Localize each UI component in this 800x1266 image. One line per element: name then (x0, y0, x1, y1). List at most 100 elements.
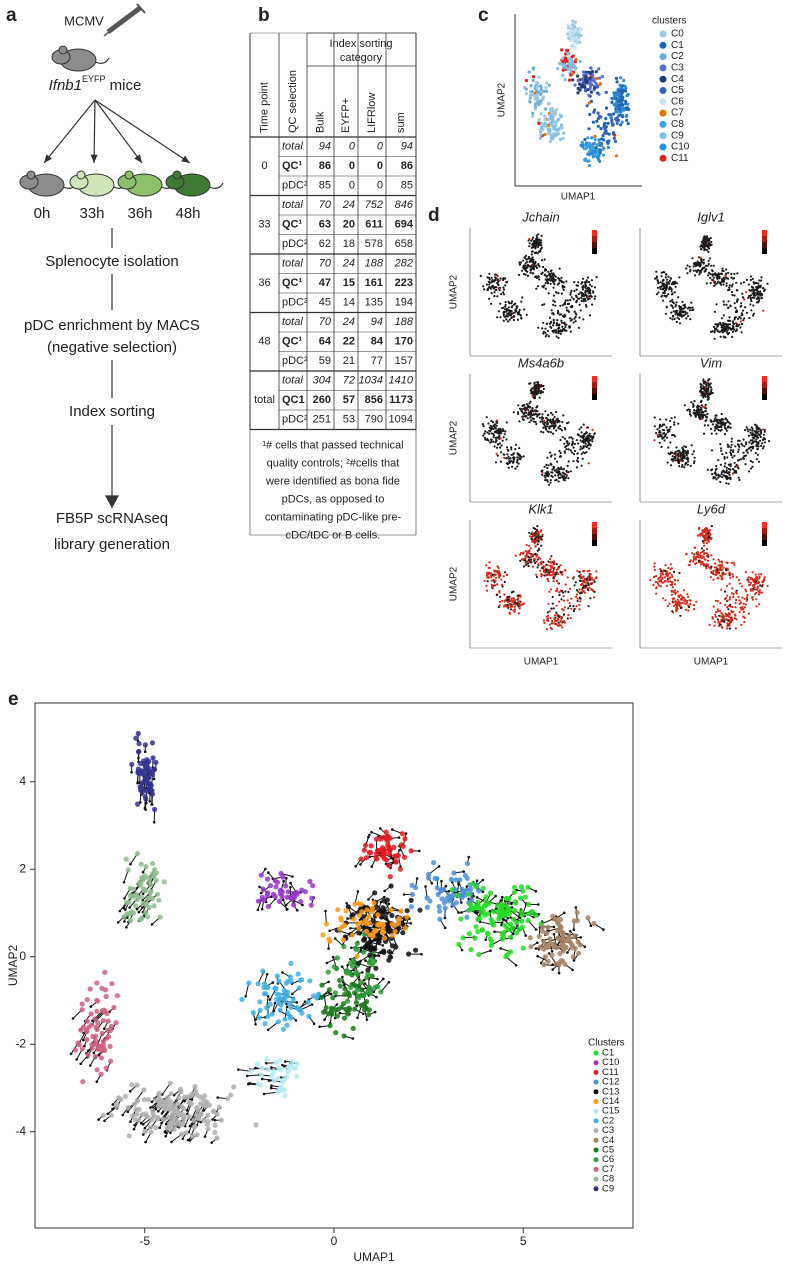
cell-dot (718, 564, 722, 567)
cell-dot (523, 256, 526, 259)
cell-dot (560, 126, 564, 130)
cell-dot (710, 243, 713, 246)
cell-dot (653, 568, 657, 572)
cell-dot (725, 429, 729, 432)
mouse-tail (94, 57, 110, 64)
cell-dot (502, 277, 506, 280)
cell-dot (710, 269, 714, 272)
cell-dot (537, 121, 541, 125)
legend-swatch (659, 132, 667, 140)
cell-dot (505, 310, 508, 313)
cell-dot (584, 157, 588, 161)
cell-dot (561, 286, 565, 289)
cell-dot (551, 413, 554, 416)
cell-dot (504, 316, 507, 319)
cell-dot (534, 388, 537, 391)
cell-dot (494, 431, 497, 434)
cell-dot (672, 281, 675, 284)
mouse-ear (76, 170, 86, 180)
cell-dot (760, 573, 763, 576)
cell-dot (498, 434, 501, 437)
cell-dot (559, 438, 562, 442)
cell-dot (728, 613, 732, 616)
cell-dot (767, 440, 771, 443)
cell-dot (516, 453, 520, 456)
cell-dot (556, 67, 560, 71)
cell-dot (571, 451, 574, 454)
axis-label: UMAP2 (497, 82, 508, 117)
cell-dot (746, 451, 749, 454)
cell-dot (490, 583, 493, 587)
cell-dot (578, 303, 581, 306)
cell-dot (703, 424, 706, 427)
cell-dot (741, 309, 745, 312)
arrow-tip (188, 1124, 192, 1128)
cell-dot (490, 579, 493, 582)
cell-dot (735, 300, 739, 303)
cell-dot (537, 275, 540, 278)
cell-dot (482, 434, 485, 437)
cell-dot (733, 302, 736, 305)
cell-dot (596, 116, 601, 121)
cell-dot (564, 326, 567, 329)
cell-dot (505, 604, 508, 607)
cell-dot (728, 621, 732, 624)
cell-dot (510, 312, 513, 315)
cell-dot (577, 281, 580, 284)
cell-dot (537, 539, 540, 543)
cell-dot (567, 607, 570, 610)
cell-dot (569, 317, 572, 320)
cell-dot (713, 620, 716, 624)
table-cell: 86 (401, 160, 413, 172)
table-cell: 85 (401, 180, 413, 192)
cell-dot (707, 259, 710, 262)
cell-dot (549, 617, 552, 620)
arrow-tip (102, 1027, 106, 1030)
cell-dot (488, 283, 491, 286)
cell-dot (744, 441, 748, 444)
cell-dot (571, 43, 575, 47)
arrow-tip (118, 909, 122, 913)
cell-dot (697, 559, 700, 563)
cell-dot (557, 480, 560, 483)
cell-dot (591, 144, 595, 148)
cell-dot (488, 272, 491, 275)
row-label: total (282, 141, 303, 153)
cell-dot (485, 416, 488, 419)
cell-dot (757, 573, 760, 576)
cell-dot (614, 154, 619, 158)
cell-dot (702, 239, 705, 242)
cell-dot (724, 590, 727, 593)
color-scale-step (592, 382, 597, 388)
cell-dot (524, 262, 527, 265)
cell-dot (684, 313, 687, 316)
cell-dot (502, 288, 506, 291)
cell-dot (667, 446, 670, 449)
cell-dot (559, 564, 562, 567)
cell-dot (692, 604, 696, 607)
cell-dot (548, 610, 551, 613)
cell-dot (699, 256, 702, 259)
cell-dot (732, 277, 735, 280)
cell-dot (572, 446, 575, 449)
cell-dot (515, 310, 518, 313)
cell-dot (542, 387, 545, 391)
cell-dot (730, 272, 733, 275)
cell-dot (579, 448, 582, 451)
cell-dot (690, 552, 694, 555)
cell-dot (699, 560, 702, 563)
cell-dot (488, 432, 491, 435)
cell-dot (574, 315, 577, 319)
cell-dot (706, 264, 709, 267)
cell-dot (677, 422, 680, 425)
cell-dot (542, 431, 545, 434)
cell-dot (731, 320, 735, 323)
cell-dot (678, 465, 681, 468)
cell-dot (744, 463, 747, 466)
cell-dot (497, 310, 501, 313)
cell-dot (512, 609, 515, 612)
arrow-tip (150, 923, 154, 926)
cell-dot (580, 431, 583, 434)
cell-dot (526, 260, 529, 263)
cell-dot (689, 603, 692, 606)
